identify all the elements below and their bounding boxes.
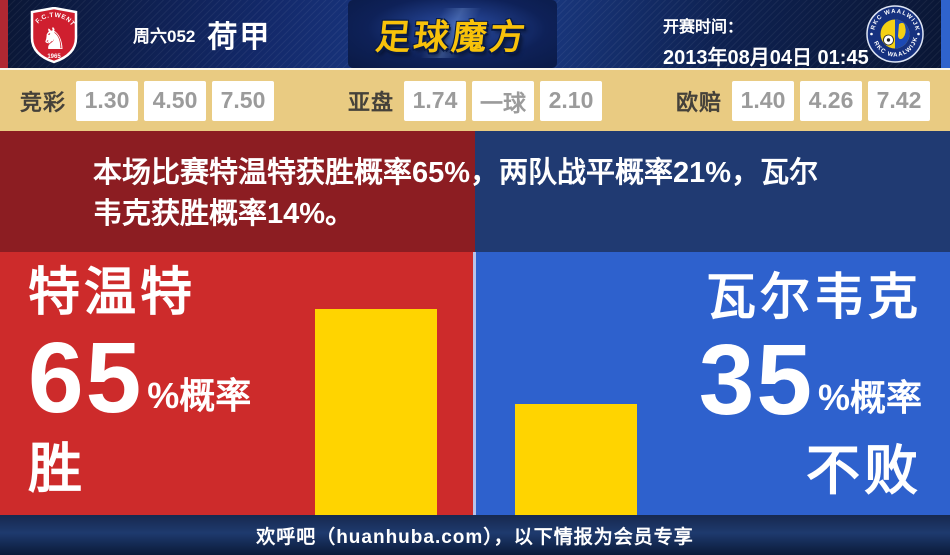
oupei-draw-odds: 4.26 — [799, 80, 862, 121]
home-team-logo: F.C.TWENTE ♞ 1965 — [28, 2, 78, 70]
site-logo-text: 足球魔方 — [374, 17, 531, 57]
match-info: 周六052 荷甲 — [133, 0, 271, 68]
site-logo-panel[interactable]: 足球魔方 — [348, 0, 557, 68]
oupei-away-odds: 7.42 — [867, 80, 930, 121]
away-probability-bar — [515, 404, 637, 515]
home-stat-block: 特温特 65 %概率 胜 — [28, 262, 251, 500]
odds-bar: 竞彩 1.30 4.50 7.50 亚盘 1.74 一球 2.10 欧赔 1.4… — [0, 68, 950, 131]
home-probability-bar — [315, 309, 437, 515]
home-percent-row: 65 %概率 — [28, 328, 251, 428]
jingcai-label: 竞彩 — [20, 89, 67, 115]
right-blue-edge-strip — [941, 0, 950, 68]
odds-group-oupei: 欧赔 1.40 4.26 7.42 — [675, 80, 930, 121]
kickoff-time: 2013年08月04日 01:45 — [663, 47, 869, 69]
prediction-summary: 本场比赛特温特获胜概率65%，两队战平概率21%，瓦尔 韦克获胜概率14%。 — [93, 153, 883, 235]
jingcai-home-odds: 1.30 — [76, 80, 139, 121]
oupei-home-odds: 1.40 — [731, 80, 794, 121]
header-bar: F.C.TWENTE ♞ 1965 周六052 荷甲 足球魔方 开赛时间： 20… — [0, 0, 950, 70]
probability-panels: 本场比赛特温特获胜概率65%，两队战平概率21%，瓦尔 韦克获胜概率14%。 特… — [0, 131, 950, 515]
yapan-away-odds: 2.10 — [540, 80, 602, 121]
home-percent-suffix: %概率 — [147, 375, 252, 416]
home-percent-value: 65 — [28, 322, 144, 434]
away-percent-suffix: %概率 — [817, 377, 922, 418]
kickoff-block: 开赛时间： 2013年08月04日 01:45 — [663, 13, 869, 70]
away-outcome-label: 不败 — [806, 441, 922, 501]
odds-group-yapan: 亚盘 1.74 一球 2.10 — [347, 80, 602, 121]
home-team-title: 特温特 — [28, 264, 197, 322]
odds-group-jingcai: 竞彩 1.30 4.50 7.50 — [20, 80, 275, 121]
footer-site-text: 欢呼吧（huanhuba.com），以下情报为会员专享 — [256, 526, 694, 548]
away-percent-value: 35 — [698, 324, 814, 436]
yapan-handicap: 一球 — [472, 80, 534, 121]
rkc-lion-icon — [898, 22, 906, 40]
home-team-year-label: 1965 — [47, 54, 61, 60]
home-outcome-label: 胜 — [28, 439, 86, 499]
oupei-label: 欧赔 — [675, 89, 722, 115]
league-name: 荷甲 — [207, 21, 272, 54]
summary-line-1: 本场比赛特温特获胜概率65%，两队战平概率21%，瓦尔 — [93, 157, 819, 189]
match-number: 周六052 — [133, 26, 196, 46]
jingcai-draw-odds: 4.50 — [144, 80, 207, 121]
kickoff-label: 开赛时间： — [663, 19, 744, 36]
away-team-logo: RKC WAALWIJK RKC WAALWIJK — [866, 5, 924, 68]
yapan-label: 亚盘 — [347, 89, 394, 115]
left-red-edge-strip — [0, 0, 8, 68]
jingcai-away-odds: 7.50 — [212, 80, 275, 121]
away-stat-block: 瓦尔韦克 35 %概率 不败 — [699, 268, 922, 502]
rkc-waalwijk-crest-icon: RKC WAALWIJK RKC WAALWIJK — [866, 5, 924, 63]
fc-twente-crest-icon: F.C.TWENTE ♞ 1965 — [28, 2, 78, 64]
away-percent-row: 35 %概率 — [699, 330, 922, 430]
panel-divider — [473, 252, 476, 515]
away-team-title: 瓦尔韦克 — [706, 269, 922, 325]
footer-bar: 欢呼吧（huanhuba.com），以下情报为会员专享 — [0, 515, 950, 555]
yapan-home-odds: 1.74 — [404, 80, 466, 121]
twente-horse-icon: ♞ — [41, 23, 68, 56]
summary-line-2: 韦克获胜概率14%。 — [93, 198, 355, 230]
